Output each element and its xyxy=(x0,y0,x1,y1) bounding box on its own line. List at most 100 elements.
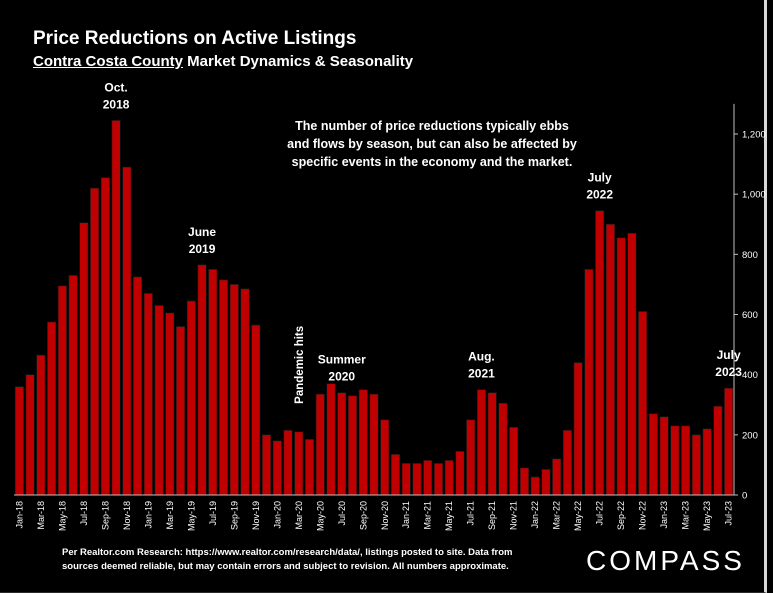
x-tick-label: Jan-19 xyxy=(143,501,153,529)
bar-Apr-23 xyxy=(691,434,701,496)
compass-logo: COMPASS xyxy=(586,545,745,576)
x-tick-label: Sep-21 xyxy=(487,501,497,530)
bar-Oct-19 xyxy=(240,288,250,496)
x-tick-label: May-23 xyxy=(702,501,712,531)
x-tick-label: Jul-20 xyxy=(337,501,347,526)
bar-Jan-18 xyxy=(14,386,24,496)
bar-Jan-23 xyxy=(659,416,669,496)
annotations-group: Oct. 2018 June 2019 Pandemic hits Summer 2020 A… xyxy=(103,80,743,403)
axes-group: 0 200 400 600 800 1,000 1,200 Jan-18 Mar-18 May-1… xyxy=(14,103,766,531)
x-tick-label: Nov-22 xyxy=(638,501,648,530)
x-tick-label: Mar-18 xyxy=(36,501,46,530)
annotation-label: 2018 xyxy=(103,97,130,111)
bar-Dec-18 xyxy=(133,276,143,496)
bar-Dec-19 xyxy=(262,434,272,496)
y-tick-label: 1,000 xyxy=(742,190,766,201)
bar-Jun-19 xyxy=(197,264,207,496)
bar-Oct-20 xyxy=(369,393,379,496)
bar-Jun-20 xyxy=(326,383,336,496)
bar-Jan-21 xyxy=(401,463,411,496)
bar-Jul-22 xyxy=(595,210,605,496)
bar-Sep-20 xyxy=(358,389,368,496)
bar-Oct-21 xyxy=(498,402,508,496)
subtitle-county: Contra Costa County xyxy=(33,53,183,70)
bar-Aug-22 xyxy=(605,223,615,496)
note-line-2: and flows by season, but can also be aff… xyxy=(287,137,577,151)
x-tick-label: Nov-19 xyxy=(251,501,261,530)
x-tick-label: Sep-18 xyxy=(100,501,110,530)
y-tick-label: 600 xyxy=(742,310,758,321)
bar-Jun-23 xyxy=(713,405,723,496)
bar-Sep-18 xyxy=(100,177,110,496)
bar-Oct-22 xyxy=(627,232,637,496)
bar-Apr-21 xyxy=(433,463,443,496)
bar-Jul-23 xyxy=(724,387,734,496)
bar-Jul-19 xyxy=(208,269,218,496)
annotation-label: 2023 xyxy=(715,365,742,379)
annotation-label: 2021 xyxy=(468,367,495,381)
footnote-line-1: Per Realtor.com Research: https://www.re… xyxy=(62,547,513,558)
bar-May-18 xyxy=(57,285,67,496)
bar-Apr-19 xyxy=(176,326,186,496)
bar-Feb-22 xyxy=(541,469,551,496)
x-tick-label: May-20 xyxy=(315,501,325,531)
annotation-label: Aug. xyxy=(468,350,495,364)
x-tick-label: Mar-20 xyxy=(294,501,304,530)
bar-Dec-22 xyxy=(648,413,658,496)
y-tick-label: 1,200 xyxy=(742,130,766,141)
annotation-label: Oct. xyxy=(104,80,127,94)
x-tick-label: May-18 xyxy=(57,501,67,531)
x-tick-label: May-19 xyxy=(186,501,196,531)
bar-Nov-19 xyxy=(251,324,261,496)
bar-Dec-21 xyxy=(519,467,529,496)
x-tick-label: Nov-18 xyxy=(122,501,132,530)
annotation-label: Pandemic hits xyxy=(294,326,306,404)
bar-Feb-20 xyxy=(283,430,293,496)
source-footnote: Per Realtor.com Research: https://www.re… xyxy=(62,546,562,574)
y-tick-label: 800 xyxy=(742,250,758,261)
annotation-label: July xyxy=(588,171,612,185)
chart-title: Price Reductions on Active Listings xyxy=(33,28,357,49)
bar-Sep-19 xyxy=(229,284,239,496)
bar-Jul-18 xyxy=(79,222,89,496)
bar-Jan-20 xyxy=(272,440,282,496)
bar-Apr-20 xyxy=(305,439,315,496)
bar-Dec-20 xyxy=(390,454,400,496)
x-tick-label: Jul-18 xyxy=(79,501,89,526)
y-tick-label: 400 xyxy=(742,370,758,381)
x-tick-label: May-21 xyxy=(444,501,454,531)
bar-Feb-19 xyxy=(154,305,164,496)
bar-Aug-18 xyxy=(90,187,100,496)
bars-group xyxy=(14,120,734,496)
bar-Mar-18 xyxy=(36,354,46,496)
x-tick-label: Jan-23 xyxy=(659,501,669,529)
x-tick-label: Sep-22 xyxy=(616,501,626,530)
annotation-label: 2022 xyxy=(586,188,613,202)
bar-Jul-20 xyxy=(337,392,347,496)
x-tick-label: May-22 xyxy=(573,501,583,531)
bar-Mar-20 xyxy=(294,431,304,496)
bar-Apr-22 xyxy=(562,430,572,496)
bar-Jul-21 xyxy=(466,419,476,496)
bar-Sep-21 xyxy=(487,392,497,496)
bar-Feb-18 xyxy=(25,374,35,496)
x-tick-label: Sep-20 xyxy=(358,501,368,530)
bar-Aug-20 xyxy=(348,395,358,496)
x-tick-label: Jan-22 xyxy=(530,501,540,529)
bar-Aug-19 xyxy=(219,279,229,496)
x-tick-label: Jan-21 xyxy=(401,501,411,529)
bar-Jun-21 xyxy=(455,451,465,496)
x-tick-label: Mar-22 xyxy=(552,501,562,530)
note-line-3: specific events in the economy and the m… xyxy=(292,155,573,169)
x-tick-label: Sep-19 xyxy=(229,501,239,530)
x-tick-label: Nov-20 xyxy=(380,501,390,530)
bar-Mar-23 xyxy=(681,425,691,496)
bar-Jan-19 xyxy=(143,293,153,496)
bar-May-23 xyxy=(702,428,712,496)
bar-Nov-18 xyxy=(122,166,132,496)
x-tick-label: Jul-22 xyxy=(595,501,605,526)
y-tick-label: 200 xyxy=(742,430,758,441)
bar-May-21 xyxy=(444,460,454,496)
annotation-label: July xyxy=(717,348,741,362)
